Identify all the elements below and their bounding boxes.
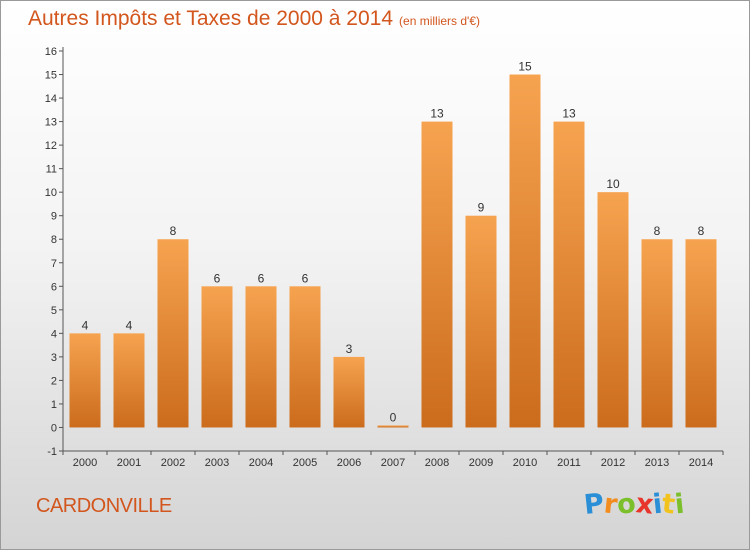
bar-value-label: 4 xyxy=(126,318,133,332)
y-tick-label: -1 xyxy=(47,446,57,458)
bar-value-label: 8 xyxy=(654,224,661,238)
x-tick-label: 2000 xyxy=(73,457,97,469)
bar xyxy=(421,121,453,428)
bar xyxy=(69,333,101,428)
y-tick-label: 9 xyxy=(51,211,57,223)
y-tick-label: 14 xyxy=(45,93,57,105)
x-tick-label: 2009 xyxy=(469,457,493,469)
chart-title-unit: (en milliers d'€) xyxy=(399,14,481,28)
y-tick-label: 13 xyxy=(45,117,57,129)
y-tick-label: 15 xyxy=(45,70,57,82)
commune-name: CARDONVILLE xyxy=(36,495,172,517)
bar-value-label: 4 xyxy=(82,318,89,332)
y-tick-label: 3 xyxy=(51,352,57,364)
proxiti-logo: Proxiti xyxy=(582,488,687,521)
x-tick-label: 2010 xyxy=(513,457,537,469)
x-tick-label: 2003 xyxy=(205,457,229,469)
bar xyxy=(113,333,145,428)
bar-value-label: 13 xyxy=(562,107,576,121)
x-tick-label: 2013 xyxy=(645,457,669,469)
y-tick-label: 5 xyxy=(51,305,57,317)
bar xyxy=(509,74,541,428)
chart-title-main: Autres Impôts et Taxes de 2000 à 2014 xyxy=(28,7,394,30)
y-tick-label: 7 xyxy=(51,258,57,270)
bar-value-label: 8 xyxy=(170,224,177,238)
bar-value-label: 13 xyxy=(430,107,444,121)
y-tick-label: 2 xyxy=(51,375,57,387)
bar xyxy=(465,215,497,428)
bar xyxy=(157,239,189,428)
y-tick-label: 11 xyxy=(46,164,57,176)
y-tick-label: 1 xyxy=(51,399,57,411)
bar xyxy=(245,286,277,428)
y-tick-label: 4 xyxy=(51,328,57,340)
bar xyxy=(333,356,365,428)
y-tick-label: 12 xyxy=(45,140,57,152)
bar xyxy=(553,121,585,428)
bar-value-label: 3 xyxy=(346,342,353,356)
x-tick-label: 2006 xyxy=(337,457,361,469)
bar xyxy=(201,286,233,428)
bar-value-label: 6 xyxy=(302,271,309,285)
bar-value-label: 6 xyxy=(258,271,265,285)
x-tick-label: 2004 xyxy=(249,457,273,469)
x-tick-label: 2011 xyxy=(557,457,581,469)
bar xyxy=(641,239,673,428)
y-tick-label: 10 xyxy=(45,187,57,199)
bar-value-label: 9 xyxy=(478,201,485,215)
chart-title: Autres Impôts et Taxes de 2000 à 2014 (en… xyxy=(28,7,480,31)
bar xyxy=(289,286,321,428)
bar xyxy=(377,425,409,428)
logo-letter: i xyxy=(673,488,687,521)
bar xyxy=(597,192,629,428)
x-tick-label: 2012 xyxy=(601,457,625,469)
y-tick-label: 6 xyxy=(51,281,57,293)
y-tick-label: 8 xyxy=(51,234,57,246)
y-tick-label: 16 xyxy=(45,46,57,58)
bar xyxy=(685,239,717,428)
x-tick-label: 2002 xyxy=(161,457,185,469)
x-tick-label: 2001 xyxy=(117,457,141,469)
x-tick-label: 2014 xyxy=(689,457,713,469)
x-tick-label: 2007 xyxy=(381,457,405,469)
bar-value-label: 15 xyxy=(518,60,532,74)
bar-value-label: 10 xyxy=(606,177,620,191)
y-tick-label: 0 xyxy=(51,422,57,434)
bar-value-label: 0 xyxy=(390,410,397,424)
x-tick-label: 2005 xyxy=(293,457,317,469)
x-tick-label: 2008 xyxy=(425,457,449,469)
bar-value-label: 6 xyxy=(214,271,221,285)
bar-value-label: 8 xyxy=(698,224,705,238)
